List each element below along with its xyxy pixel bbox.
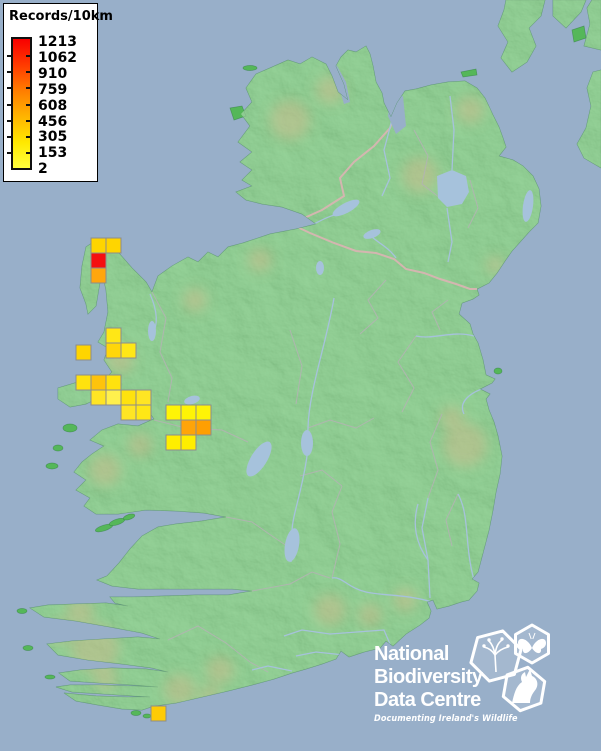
lakes-layer	[148, 170, 534, 562]
grid-square[interactable]	[90, 237, 107, 254]
grid-square[interactable]	[105, 342, 122, 359]
logo-line-1: National	[374, 643, 449, 665]
records-legend: Records/10km 1213 1062 910 759 608 456 3…	[3, 3, 113, 182]
grid-square[interactable]	[90, 389, 107, 406]
tory-island	[242, 65, 258, 71]
clare-island	[62, 423, 78, 433]
grid-square[interactable]	[195, 419, 212, 436]
logo-line-2: Biodiversity	[374, 666, 483, 688]
lower-lough-erne	[332, 199, 360, 217]
lough-ree	[301, 430, 313, 456]
logo-hexagons	[469, 623, 550, 713]
lough-allen	[316, 261, 324, 275]
clear-island	[130, 710, 142, 716]
lough-neagh	[437, 170, 469, 207]
legend-tick-label: 456	[38, 114, 68, 130]
legend-tick-label: 1062	[38, 50, 77, 66]
hexagon-tree	[469, 629, 523, 683]
legend-tick-mark	[7, 152, 12, 154]
rathlin-island	[460, 68, 478, 78]
legend-tick-label: 910	[38, 66, 68, 82]
grid-square[interactable]	[195, 404, 212, 421]
grid-square[interactable]	[105, 237, 122, 254]
hexagon-butterfly	[514, 623, 550, 665]
legend-tick-mark	[26, 87, 31, 89]
logo-line-3: Data Centre	[374, 689, 481, 711]
lough-conn	[148, 321, 156, 341]
legend-tick-mark	[7, 87, 12, 89]
lough-corrib	[246, 441, 272, 477]
legend-tick-mark	[7, 120, 12, 122]
legend-tick-mark	[7, 71, 12, 73]
grid-square[interactable]	[135, 389, 152, 406]
grid-square[interactable]	[105, 374, 122, 391]
legend-tick-mark	[7, 104, 12, 106]
legend-tick-mark	[26, 152, 31, 154]
aran-island-3	[122, 513, 136, 521]
river-lines	[149, 95, 489, 672]
grid-square[interactable]	[120, 342, 137, 359]
legend-tick-mark	[26, 136, 31, 138]
grid-square[interactable]	[180, 434, 197, 451]
grid-square[interactable]	[120, 389, 137, 406]
grid-square[interactable]	[90, 267, 107, 284]
grid-square[interactable]	[105, 327, 122, 344]
upland-tint-layer	[48, 76, 504, 706]
valentia-island	[22, 645, 34, 651]
lough-mask	[184, 395, 200, 405]
deer-icon	[512, 669, 538, 703]
legend-tick-label: 2	[38, 161, 48, 177]
legend-title: Records/10km	[9, 9, 113, 24]
legend-tick-mark	[26, 120, 31, 122]
grid-squares-layer	[75, 237, 212, 722]
grid-square[interactable]	[180, 419, 197, 436]
legend-tick-mark	[7, 136, 12, 138]
ni-border	[290, 101, 477, 290]
legend-tick-label: 608	[38, 98, 68, 114]
legend-tick-label: 153	[38, 145, 68, 161]
grid-square[interactable]	[150, 705, 167, 722]
dursey-island	[44, 674, 56, 680]
grid-square[interactable]	[75, 344, 92, 361]
grid-square[interactable]	[165, 434, 182, 451]
inishturk-island	[52, 444, 64, 452]
grid-square[interactable]	[90, 252, 107, 269]
grid-square[interactable]	[75, 374, 92, 391]
legend-tick-mark	[7, 55, 12, 57]
blasket-island	[16, 608, 28, 614]
logo-tagline: Documenting Ireland's Wildlife	[374, 714, 518, 724]
legend-tick-mark	[26, 104, 31, 106]
upper-lough-erne	[363, 229, 381, 239]
grid-square[interactable]	[90, 374, 107, 391]
butterfly-icon	[518, 632, 546, 654]
legend-tick-mark	[26, 55, 31, 57]
grid-square[interactable]	[135, 404, 152, 421]
lough-derg	[284, 528, 300, 562]
lambay-island	[493, 367, 503, 375]
inishbofin-island	[45, 462, 59, 470]
sherkin-island	[142, 713, 152, 719]
grid-square[interactable]	[165, 404, 182, 421]
tree-branch-icon	[482, 637, 510, 673]
grid-square[interactable]	[120, 404, 137, 421]
legend-tick-mark	[26, 71, 31, 73]
grid-square[interactable]	[180, 404, 197, 421]
grid-square[interactable]	[105, 389, 122, 406]
legend-tick-label: 759	[38, 82, 68, 98]
legend-tick-label: 305	[38, 129, 68, 145]
strangford-lough	[522, 190, 534, 222]
nbdc-logo: National Biodiversity Data Centre Docume…	[374, 643, 534, 724]
legend-tick-label: 1213	[38, 34, 77, 50]
